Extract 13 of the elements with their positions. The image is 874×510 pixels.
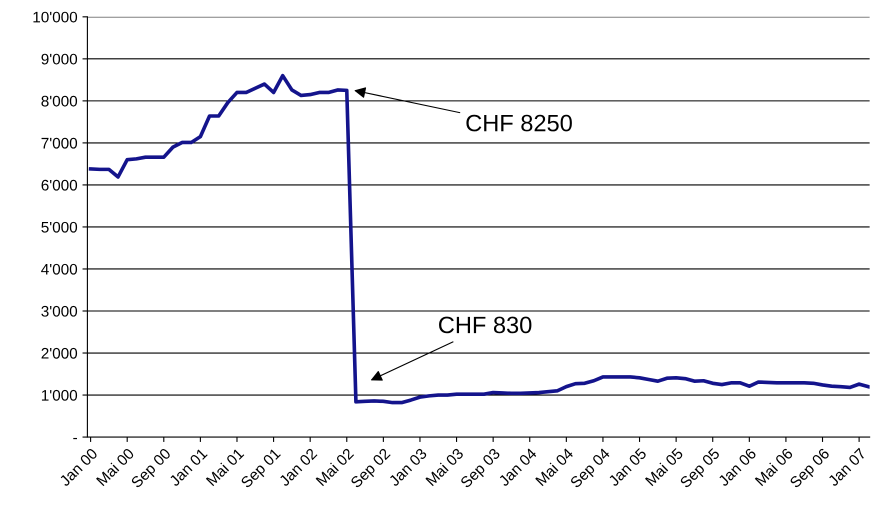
y-tick-label: 8'000: [41, 96, 78, 107]
annotation: CHF 8250: [466, 114, 572, 132]
y-tick-label: 6'000: [42, 180, 78, 191]
y-tick-label: 3'000: [41, 306, 78, 317]
y-tick-label: 7'000: [42, 138, 78, 149]
y-tick-label: 1'000: [42, 390, 78, 401]
y-tick-label: 10'000: [33, 12, 78, 23]
y-tick-label: 4'000: [41, 264, 78, 275]
y-tick-label: 2'000: [42, 348, 78, 359]
y-tick-label: 9'000: [41, 54, 78, 65]
annotation: CHF 830: [439, 316, 532, 334]
y-tick-label: -: [73, 438, 77, 440]
y-tick-label: 5'000: [41, 222, 78, 233]
